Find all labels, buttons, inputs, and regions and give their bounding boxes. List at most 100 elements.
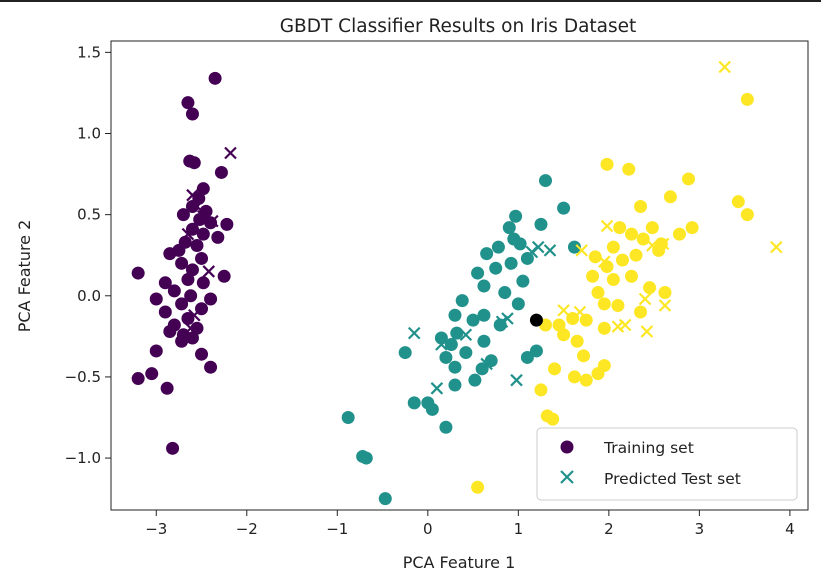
- training-point: [577, 349, 591, 363]
- test-point: [600, 219, 614, 233]
- test-point: [480, 357, 493, 371]
- test-point: [598, 255, 611, 268]
- test-point: [430, 382, 444, 395]
- training-point: [588, 250, 602, 264]
- training-point: [606, 273, 620, 287]
- training-point: [341, 410, 355, 424]
- test-point: [656, 237, 670, 251]
- training-point: [624, 227, 638, 241]
- training-point: [196, 276, 210, 290]
- test-point: [197, 209, 210, 223]
- x-tick-label: 4: [785, 520, 795, 538]
- top-border: [0, 0, 821, 2]
- test-point: [188, 308, 201, 322]
- training-point: [579, 313, 593, 327]
- training-point: [175, 297, 189, 311]
- training-point: [158, 276, 172, 290]
- training-point: [160, 381, 174, 395]
- training-point: [685, 221, 699, 235]
- y-tick-label: −0.5: [65, 368, 101, 386]
- training-point: [520, 251, 534, 265]
- legend-training-label: Training set: [603, 439, 694, 457]
- training-point: [498, 286, 512, 300]
- training-point: [450, 326, 464, 340]
- training-point: [185, 263, 199, 277]
- training-point: [448, 378, 462, 392]
- training-point: [591, 286, 605, 300]
- training-point: [636, 232, 650, 246]
- training-point: [149, 292, 163, 306]
- training-point: [196, 182, 210, 196]
- training-point: [214, 165, 228, 179]
- training-point: [567, 370, 581, 384]
- test-point: [407, 326, 421, 340]
- training-point: [185, 200, 199, 214]
- training-point: [459, 346, 473, 360]
- training-point: [196, 227, 210, 241]
- training-point: [471, 266, 485, 280]
- training-point: [534, 383, 548, 397]
- training-point: [163, 324, 177, 338]
- y-axis: −1.0 −0.5 0.0 0.5 1.0 1.5: [65, 43, 111, 467]
- x-tick-label: 3: [695, 520, 705, 538]
- training-point: [480, 247, 494, 261]
- training-point: [622, 162, 636, 176]
- x-tick-label: −2: [236, 520, 258, 538]
- training-point: [181, 96, 195, 110]
- test-point: [186, 188, 199, 202]
- test-point: [202, 265, 216, 278]
- training-point: [444, 337, 458, 351]
- training-point: [579, 373, 593, 387]
- training-point: [546, 412, 560, 426]
- training-point: [611, 299, 625, 313]
- training-point: [145, 367, 159, 381]
- training-point: [672, 227, 686, 241]
- training-point: [529, 313, 543, 327]
- test-point: [224, 146, 237, 160]
- training-point: [425, 402, 439, 416]
- test-point: [435, 338, 448, 351]
- training-point: [163, 247, 177, 261]
- training-point: [176, 208, 190, 222]
- training-point: [509, 209, 523, 223]
- training-point: [516, 274, 530, 288]
- training-point: [175, 256, 189, 270]
- test-point: [459, 328, 473, 342]
- test-point: [510, 373, 523, 387]
- training-point: [131, 266, 145, 280]
- test-point: [611, 320, 625, 333]
- training-point: [740, 208, 754, 222]
- training-point: [195, 347, 209, 361]
- training-point: [477, 308, 491, 322]
- training-point: [448, 308, 462, 322]
- legend-test-label: Predicted Test set: [604, 470, 741, 488]
- training-point: [629, 248, 643, 262]
- training-point: [448, 360, 462, 374]
- training-point: [204, 360, 218, 374]
- legend-training-marker: [560, 440, 574, 454]
- training-point: [740, 92, 754, 106]
- y-tick-label: 1.5: [77, 43, 101, 61]
- x-axis-label: PCA Feature 1: [403, 553, 516, 572]
- training-point: [502, 221, 516, 235]
- x-tick-label: 2: [604, 520, 614, 538]
- training-point: [220, 217, 234, 231]
- y-tick-label: −1.0: [65, 449, 101, 467]
- test-point: [190, 200, 204, 213]
- training-point: [158, 305, 172, 319]
- training-point: [682, 172, 696, 186]
- training-point: [208, 71, 222, 85]
- training-point: [634, 305, 648, 319]
- training-point: [477, 334, 491, 348]
- test-point: [575, 244, 588, 257]
- training-point: [511, 297, 525, 311]
- training-point: [181, 312, 195, 326]
- training-point: [131, 372, 145, 386]
- training-point: [378, 492, 392, 506]
- y-axis-label: PCA Feature 2: [15, 220, 34, 333]
- legend-box: [536, 427, 798, 501]
- test-point: [181, 227, 195, 241]
- test-point: [770, 240, 783, 254]
- training-point: [477, 279, 491, 293]
- training-point: [167, 284, 181, 298]
